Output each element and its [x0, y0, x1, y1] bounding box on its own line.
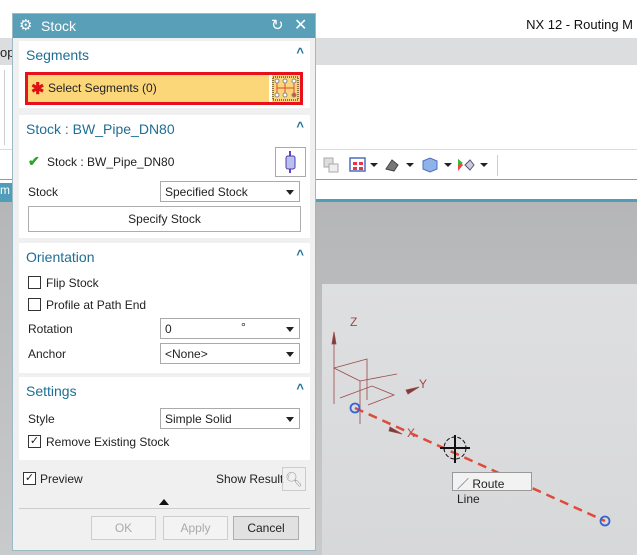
footer-divider: [19, 508, 310, 509]
collapse-footer-icon[interactable]: [159, 499, 169, 505]
route-start-point[interactable]: [349, 402, 361, 414]
dropdown-arrow-icon[interactable]: [406, 163, 414, 167]
dialog-title: Stock: [41, 18, 77, 34]
chevron-down-icon: [286, 352, 294, 357]
flip-stock-label[interactable]: Flip Stock: [46, 276, 99, 290]
chevron-down-icon[interactable]: [286, 327, 294, 332]
solid-box-icon[interactable]: [421, 157, 439, 173]
stock-label: Stock: [28, 185, 59, 199]
remove-existing-stock-checkbox[interactable]: ✓: [28, 435, 41, 448]
show-result-magnifier-icon[interactable]: 🔍︎: [282, 467, 306, 491]
chevron-down-icon: [286, 190, 294, 195]
selection-cursor-icon: [440, 435, 470, 463]
ok-button[interactable]: OK: [91, 516, 156, 540]
remove-existing-stock-label[interactable]: Remove Existing Stock: [46, 435, 170, 449]
select-segments-label: Select Segments (0): [48, 81, 157, 95]
apply-button[interactable]: Apply: [163, 516, 228, 540]
y-axis-label: Y: [419, 377, 427, 391]
close-icon[interactable]: ✕: [294, 17, 308, 34]
style-value: Simple Solid: [165, 412, 232, 426]
line-icon: ／: [457, 477, 470, 491]
rotation-value: 0: [165, 322, 172, 336]
stock-section: Stock : BW_Pipe_DN80 ^ ✔ Stock : BW_Pipe…: [19, 115, 310, 238]
rotation-label: Rotation: [28, 322, 73, 336]
wcs-triad: [331, 331, 420, 435]
collapse-icon[interactable]: ^: [296, 381, 304, 396]
graphics-viewport-area[interactable]: [322, 284, 637, 555]
route-line[interactable]: [354, 406, 606, 523]
stock-status: Stock : BW_Pipe_DN80: [47, 155, 175, 169]
stock-dialog: ⚙ Stock ↻ ✕ Segments ^ ✱ Select Segments…: [12, 13, 316, 551]
gear-icon: ⚙: [19, 17, 33, 34]
graphics-tab-strip: [0, 199, 637, 202]
settings-header[interactable]: Settings: [26, 383, 77, 399]
dropdown-arrow-icon[interactable]: [480, 163, 488, 167]
render-style-icon[interactable]: [384, 157, 402, 173]
style-label: Style: [28, 412, 55, 426]
stock-header[interactable]: Stock : BW_Pipe_DN80: [26, 121, 175, 137]
collapse-icon[interactable]: ^: [296, 45, 304, 60]
route-end-point[interactable]: [599, 515, 611, 527]
orientation-section: Orientation ^ Flip Stock Profile at Path…: [19, 243, 310, 373]
profile-at-path-end-label[interactable]: Profile at Path End: [46, 298, 147, 312]
preview-checkbox[interactable]: ✓: [23, 472, 36, 485]
z-axis-label: Z: [350, 315, 357, 329]
stock-dropdown-value: Specified Stock: [165, 185, 248, 199]
profile-at-path-end-checkbox[interactable]: [28, 298, 41, 311]
anchor-value: <None>: [165, 347, 208, 361]
orientation-header[interactable]: Orientation: [26, 249, 95, 265]
segment-selection-icon[interactable]: [269, 75, 300, 102]
dropdown-arrow-icon[interactable]: [370, 163, 378, 167]
specify-stock-button[interactable]: Specify Stock: [28, 206, 301, 232]
anchor-dropdown[interactable]: <None>: [160, 343, 300, 364]
ribbon-tab-clipped[interactable]: op: [0, 45, 15, 60]
view-layout-icon[interactable]: [349, 157, 367, 173]
app-title: NX 12 - Routing M: [526, 17, 633, 32]
checkmark-icon: ✔: [28, 153, 40, 169]
collapse-icon[interactable]: ^: [296, 247, 304, 262]
dialog-title-bar[interactable]: ⚙ Stock ↻ ✕: [13, 14, 315, 38]
flip-stock-checkbox[interactable]: [28, 276, 41, 289]
segments-header[interactable]: Segments: [26, 47, 90, 63]
reset-icon[interactable]: ↻: [271, 17, 284, 34]
rotation-input[interactable]: 0 °: [160, 318, 300, 339]
toolbar-divider: [497, 155, 498, 176]
tooltip-text: Route Line: [457, 477, 505, 506]
required-asterisk-icon: ✱: [31, 81, 45, 98]
stock-pipe-icon[interactable]: [275, 147, 306, 177]
graphics-tab-clipped[interactable]: m: [0, 183, 12, 199]
display-filter-icon[interactable]: [457, 157, 475, 173]
rotation-unit: °: [241, 320, 246, 334]
show-result-label: Show Result: [216, 472, 284, 486]
dropdown-arrow-icon[interactable]: [444, 163, 452, 167]
collapse-icon[interactable]: ^: [296, 119, 304, 134]
anchor-label: Anchor: [28, 347, 67, 361]
chevron-down-icon: [286, 417, 294, 422]
style-dropdown[interactable]: Simple Solid: [160, 408, 300, 429]
preview-label[interactable]: Preview: [40, 472, 83, 486]
segments-section: Segments ^ ✱ Select Segments (0): [19, 41, 310, 108]
cancel-button[interactable]: Cancel: [233, 516, 299, 540]
tooltip: ／ Route Line: [452, 472, 532, 506]
model-view[interactable]: Z Y X: [322, 284, 637, 555]
select-segments-field[interactable]: ✱ Select Segments (0): [25, 72, 303, 105]
stock-dropdown[interactable]: Specified Stock: [160, 181, 300, 202]
settings-section: Settings ^ Style Simple Solid ✓ Remove E…: [19, 377, 310, 460]
layer-icon[interactable]: [322, 157, 340, 173]
